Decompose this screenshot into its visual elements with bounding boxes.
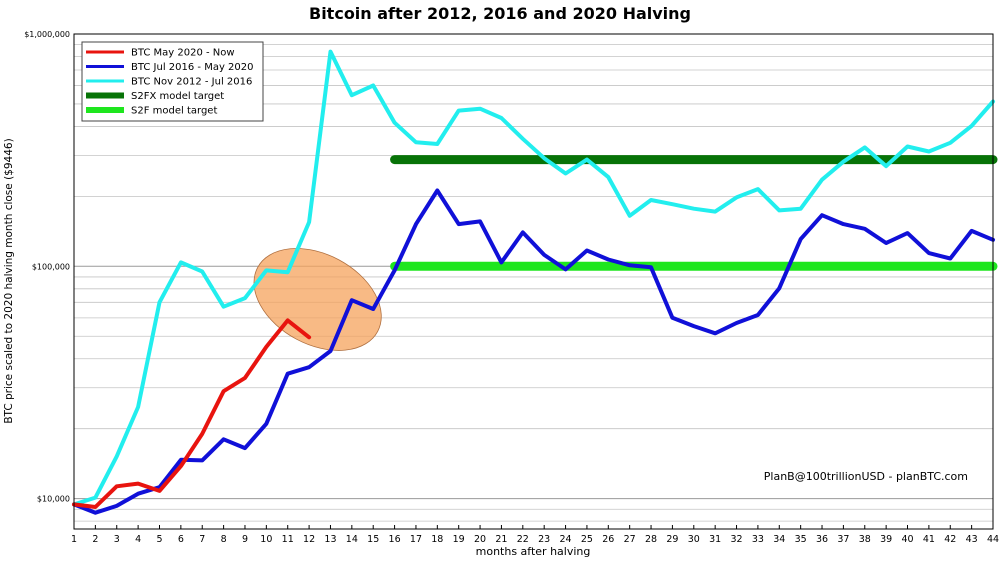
- x-tick-label: 37: [837, 534, 849, 545]
- x-tick-label: 28: [645, 534, 657, 545]
- x-tick-label: 4: [135, 534, 141, 545]
- highlight-ellipse: [253, 248, 382, 351]
- x-axis-label: months after halving: [476, 545, 591, 558]
- x-tick-label: 15: [367, 534, 379, 545]
- axis-layer: 1 2 3 4 5 6 7 8 9 10 11 12 13 14 15 16 17 18 19 20 21 22 23 24 2…: [24, 30, 999, 545]
- legend: BTC May 2020 - Now BTC Jul 2016 - May 202…: [81, 41, 264, 122]
- x-tick-label: 13: [324, 534, 336, 545]
- x-tick-label: 2: [92, 534, 98, 545]
- x-tick-label: 12: [303, 534, 315, 545]
- x-tick-label: 3: [114, 534, 120, 545]
- x-tick-label: 33: [752, 534, 764, 545]
- plot-frame: [73, 33, 994, 530]
- legend-entry-label: S2F model target: [131, 106, 217, 117]
- x-tick-label: 30: [688, 534, 700, 545]
- x-tick-label: 43: [966, 534, 978, 545]
- y-axis-label: BTC price scaled to 2020 halving month c…: [3, 138, 15, 423]
- series-line-0: [72, 318, 312, 509]
- series-line-1: [72, 188, 995, 515]
- x-tick-label: 25: [581, 534, 593, 545]
- highlight-ellipse-layer: [253, 248, 382, 351]
- x-tick-label: 20: [474, 534, 486, 545]
- y-tick-label: $100,000: [32, 262, 70, 271]
- x-tick-label: 23: [538, 534, 550, 545]
- x-tick-label: 6: [178, 534, 184, 545]
- chart-title: Bitcoin after 2012, 2016 and 2020 Halvin…: [309, 4, 691, 23]
- legend-entry-label: BTC Nov 2012 - Jul 2016: [131, 77, 252, 88]
- y-tick-label: $1,000,000: [24, 30, 70, 39]
- x-tick-label: 40: [901, 534, 913, 545]
- x-tick-label: 17: [410, 534, 422, 545]
- x-tick-label: 41: [923, 534, 935, 545]
- legend-entry-label: BTC May 2020 - Now: [131, 48, 235, 59]
- x-tick-label: 26: [602, 534, 614, 545]
- x-tick-label: 36: [816, 534, 828, 545]
- watermark-annotation: PlanB@100trillionUSD - planBTC.com: [764, 470, 968, 483]
- x-tick-label: 35: [795, 534, 807, 545]
- legend-entry-label: S2FX model target: [131, 91, 224, 102]
- x-tick-label: 9: [242, 534, 248, 545]
- x-tick-label: 18: [431, 534, 443, 545]
- x-tick-label: 34: [773, 534, 785, 545]
- legend-entry-label: BTC Jul 2016 - May 2020: [131, 62, 254, 73]
- x-tick-label: 14: [346, 534, 358, 545]
- x-tick-label: 11: [282, 534, 294, 545]
- y-tick-label: $10,000: [37, 495, 70, 504]
- x-tick-label: 10: [260, 534, 272, 545]
- x-tick-label: 1: [71, 534, 77, 545]
- x-tick-label: 32: [730, 534, 742, 545]
- series-layer: [72, 49, 998, 515]
- x-tick-label: 27: [624, 534, 636, 545]
- x-tick-label: 19: [453, 534, 465, 545]
- x-tick-label: 8: [221, 534, 227, 545]
- x-tick-label: 21: [495, 534, 507, 545]
- x-tick-label: 16: [389, 534, 401, 545]
- x-tick-label: 39: [880, 534, 892, 545]
- x-tick-label: 38: [859, 534, 871, 545]
- x-tick-label: 42: [944, 534, 956, 545]
- x-tick-label: 29: [666, 534, 678, 545]
- x-tick-label: 31: [709, 534, 721, 545]
- x-tick-label: 44: [987, 534, 999, 545]
- x-tick-label: 5: [156, 534, 162, 545]
- series-line-2: [72, 49, 995, 507]
- x-tick-label: 22: [517, 534, 529, 545]
- x-tick-label: 24: [560, 534, 572, 545]
- x-tick-label: 7: [199, 534, 205, 545]
